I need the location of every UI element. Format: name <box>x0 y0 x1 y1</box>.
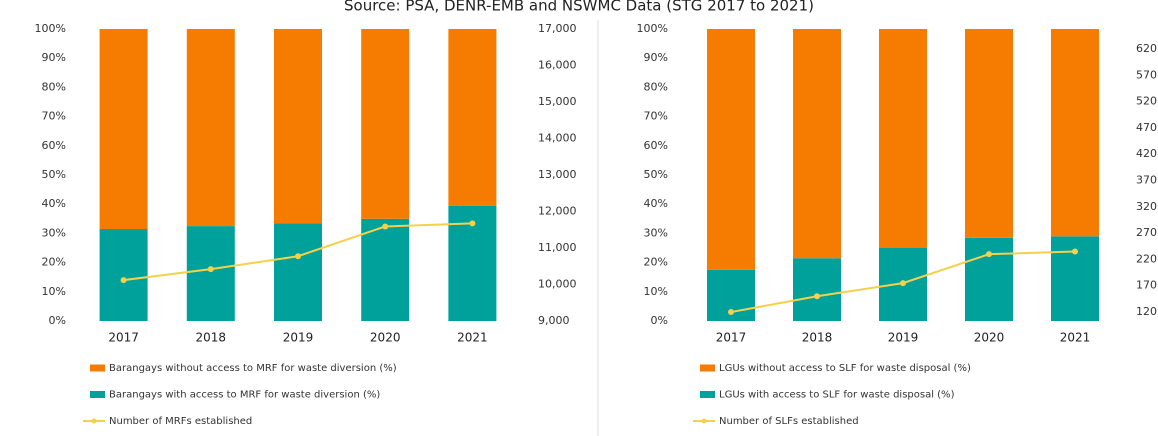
x-tick-label: 2017 <box>716 331 747 345</box>
y-tick-label: 30% <box>42 226 66 239</box>
line-marker <box>120 277 127 284</box>
y2-tick-label: 470 <box>1136 121 1157 134</box>
legend-swatch <box>700 391 715 398</box>
y-tick-label: 80% <box>42 80 66 93</box>
source-note: Source: PSA, DENR-EMB and NSWMC Data (ST… <box>344 0 814 15</box>
y-tick-label: 30% <box>644 226 668 239</box>
legend-label: LGUs with access to SLF for waste dispos… <box>719 390 955 401</box>
y2-tick-label: 270 <box>1136 226 1157 239</box>
line-marker <box>900 280 906 287</box>
line-marker <box>382 223 389 230</box>
line-marker <box>1072 248 1078 255</box>
legend-swatch <box>91 418 97 424</box>
y2-tick-label: 11,000 <box>538 241 577 254</box>
y-tick-label: 70% <box>644 110 668 123</box>
line-marker <box>469 220 476 227</box>
y-tick-label: 20% <box>42 256 66 269</box>
legend-swatch <box>700 364 715 372</box>
y2-tick-label: 16,000 <box>538 59 577 72</box>
y2-tick-label: 13,000 <box>538 168 577 181</box>
line-marker <box>814 293 820 300</box>
line-marker <box>207 266 214 273</box>
bar-segment <box>1051 29 1099 237</box>
bar-segment <box>793 29 841 259</box>
y-tick-label: 60% <box>644 139 668 152</box>
bar-segment <box>274 29 322 224</box>
y-tick-label: 0% <box>651 314 668 327</box>
y2-tick-label: 320 <box>1136 200 1157 213</box>
y-tick-label: 70% <box>42 110 66 123</box>
y2-tick-label: 10,000 <box>538 278 577 291</box>
bar-segment <box>965 237 1013 321</box>
legend-label: Barangays without access to MRF for wast… <box>109 363 397 374</box>
y-tick-label: 50% <box>644 168 668 181</box>
y-tick-label: 100% <box>35 22 66 35</box>
y-tick-label: 10% <box>42 285 66 298</box>
bar-segment <box>99 29 148 230</box>
x-tick-label: 2021 <box>457 331 488 345</box>
bar-segment <box>186 226 235 321</box>
line-marker <box>728 309 734 316</box>
y2-tick-label: 15,000 <box>538 95 577 108</box>
y-tick-label: 90% <box>42 51 66 64</box>
y-tick-label: 60% <box>42 139 66 152</box>
y2-tick-label: 12,000 <box>538 205 577 218</box>
y2-tick-label: 17,000 <box>538 22 577 35</box>
y-tick-label: 10% <box>644 285 668 298</box>
bar-segment <box>361 29 410 219</box>
y2-tick-label: 520 <box>1136 95 1157 108</box>
y-tick-label: 100% <box>637 22 668 35</box>
line-marker <box>986 251 992 258</box>
y2-tick-label: 120 <box>1136 305 1157 318</box>
x-tick-label: 2021 <box>1060 331 1091 345</box>
legend-label: Number of MRFs established <box>109 416 252 427</box>
x-tick-label: 2020 <box>974 331 1005 345</box>
bar-segment <box>361 218 410 321</box>
x-tick-label: 2019 <box>283 331 314 345</box>
bar-segment <box>448 29 497 206</box>
y2-tick-label: 420 <box>1136 147 1157 160</box>
y2-tick-label: 570 <box>1136 68 1157 81</box>
bar-segment <box>274 223 322 321</box>
bar-segment <box>707 29 755 270</box>
y-tick-label: 40% <box>644 197 668 210</box>
y-tick-label: 80% <box>644 80 668 93</box>
bar-segment <box>793 258 841 321</box>
legend-label: LGUs without access to SLF for waste dis… <box>719 363 971 374</box>
y2-tick-label: 220 <box>1136 252 1157 265</box>
y-tick-label: 40% <box>42 197 66 210</box>
x-tick-label: 2018 <box>802 331 833 345</box>
bar-segment <box>186 29 235 227</box>
y-tick-label: 0% <box>49 314 66 327</box>
x-tick-label: 2018 <box>196 331 227 345</box>
bar-segment <box>879 29 927 248</box>
legend-swatch <box>701 418 707 424</box>
line-marker <box>295 253 301 260</box>
y-tick-label: 50% <box>42 168 66 181</box>
y2-tick-label: 620 <box>1136 42 1157 55</box>
x-tick-label: 2017 <box>108 331 139 345</box>
y2-tick-label: 370 <box>1136 174 1157 187</box>
y2-tick-label: 9,000 <box>538 314 570 327</box>
bar-segment <box>99 229 148 321</box>
y-tick-label: 20% <box>644 256 668 269</box>
legend-swatch <box>90 364 105 372</box>
legend-label: Barangays with access to MRF for waste d… <box>109 390 380 401</box>
y2-tick-label: 170 <box>1136 279 1157 292</box>
legend-label: Number of SLFs established <box>719 416 859 427</box>
x-tick-label: 2019 <box>888 331 919 345</box>
legend-swatch <box>90 391 105 398</box>
y-tick-label: 90% <box>644 51 668 64</box>
bar-segment <box>965 29 1013 238</box>
x-tick-label: 2020 <box>370 331 401 345</box>
y2-tick-label: 14,000 <box>538 132 577 145</box>
